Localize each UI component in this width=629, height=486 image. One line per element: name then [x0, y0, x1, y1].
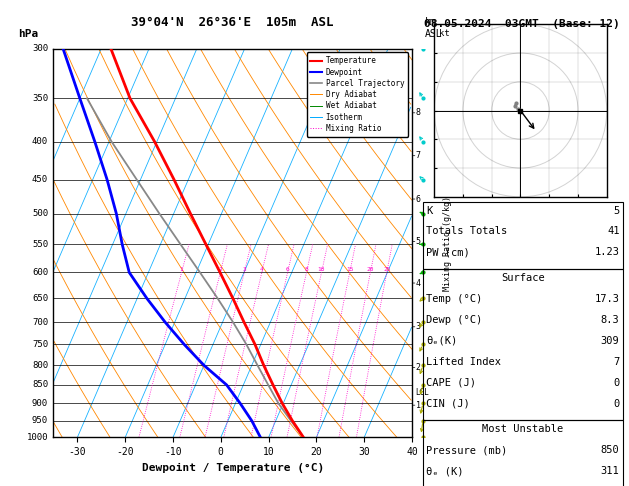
Text: 6: 6 — [416, 194, 421, 204]
Text: 1: 1 — [180, 267, 184, 273]
Text: K: K — [426, 206, 432, 216]
Text: 5: 5 — [416, 237, 421, 246]
Text: 600: 600 — [32, 268, 48, 277]
Text: 41: 41 — [607, 226, 620, 237]
Text: 7: 7 — [613, 357, 620, 367]
Text: Dewp (°C): Dewp (°C) — [426, 315, 482, 325]
Text: 25: 25 — [383, 267, 391, 273]
Text: 10: 10 — [318, 267, 325, 273]
Text: 300: 300 — [32, 44, 48, 53]
Text: 750: 750 — [32, 340, 48, 349]
Text: 8.3: 8.3 — [601, 315, 620, 325]
Text: 0: 0 — [613, 399, 620, 409]
Text: 1000: 1000 — [26, 433, 48, 442]
Text: 900: 900 — [32, 399, 48, 408]
Text: 850: 850 — [32, 381, 48, 389]
Text: 550: 550 — [32, 240, 48, 249]
Text: 2: 2 — [218, 267, 222, 273]
Text: 08.05.2024  03GMT  (Base: 12): 08.05.2024 03GMT (Base: 12) — [424, 19, 620, 29]
Text: 4: 4 — [260, 267, 264, 273]
Text: 7: 7 — [416, 151, 421, 160]
Text: km
ASL: km ASL — [425, 17, 442, 39]
Text: 700: 700 — [32, 318, 48, 327]
X-axis label: Dewpoint / Temperature (°C): Dewpoint / Temperature (°C) — [142, 463, 324, 473]
Text: 850: 850 — [601, 445, 620, 455]
Text: 450: 450 — [32, 175, 48, 184]
Text: LCL: LCL — [416, 388, 430, 397]
Text: 39°04'N  26°36'E  105m  ASL: 39°04'N 26°36'E 105m ASL — [131, 16, 334, 29]
Text: 400: 400 — [32, 137, 48, 146]
Text: 309: 309 — [601, 336, 620, 346]
Text: θₑ(K): θₑ(K) — [426, 336, 457, 346]
Text: CIN (J): CIN (J) — [426, 399, 470, 409]
Text: Surface: Surface — [501, 273, 545, 283]
Text: Lifted Index: Lifted Index — [426, 357, 501, 367]
Text: 500: 500 — [32, 209, 48, 218]
Text: 311: 311 — [601, 466, 620, 476]
Text: Temp (°C): Temp (°C) — [426, 294, 482, 304]
Text: Pressure (mb): Pressure (mb) — [426, 445, 507, 455]
Text: 1: 1 — [416, 400, 421, 410]
Text: 15: 15 — [346, 267, 353, 273]
Text: 6: 6 — [286, 267, 289, 273]
Text: 4: 4 — [416, 278, 421, 288]
Text: 3: 3 — [416, 322, 421, 331]
Text: 800: 800 — [32, 361, 48, 370]
Text: Mixing Ratio (g/kg): Mixing Ratio (g/kg) — [443, 195, 452, 291]
Text: 5: 5 — [613, 206, 620, 216]
Text: 2: 2 — [416, 363, 421, 372]
Text: 350: 350 — [32, 94, 48, 103]
Text: hPa: hPa — [18, 29, 38, 39]
Legend: Temperature, Dewpoint, Parcel Trajectory, Dry Adiabat, Wet Adiabat, Isotherm, Mi: Temperature, Dewpoint, Parcel Trajectory… — [306, 52, 408, 137]
Text: 0: 0 — [613, 378, 620, 388]
Text: 1.23: 1.23 — [594, 247, 620, 258]
Text: 8: 8 — [416, 108, 421, 117]
Text: 950: 950 — [32, 417, 48, 425]
Text: 17.3: 17.3 — [594, 294, 620, 304]
Text: Totals Totals: Totals Totals — [426, 226, 507, 237]
Text: 20: 20 — [367, 267, 374, 273]
Text: PW (cm): PW (cm) — [426, 247, 470, 258]
Text: Most Unstable: Most Unstable — [482, 424, 564, 434]
Text: 650: 650 — [32, 294, 48, 303]
Text: 8: 8 — [304, 267, 308, 273]
Text: θₑ (K): θₑ (K) — [426, 466, 464, 476]
Text: CAPE (J): CAPE (J) — [426, 378, 476, 388]
Text: kt: kt — [440, 30, 450, 38]
Text: 3: 3 — [242, 267, 246, 273]
